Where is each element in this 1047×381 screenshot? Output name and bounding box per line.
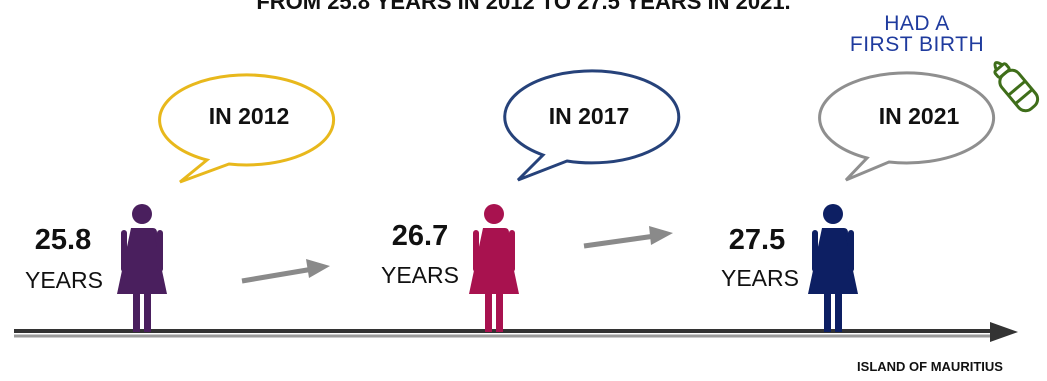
baby-bottle-icon <box>993 61 1040 113</box>
speech-bubble <box>503 69 681 182</box>
age-value: 26.7 <box>391 220 449 252</box>
bubble-label: IN 2017 <box>548 103 630 129</box>
progress-arrow <box>583 226 673 249</box>
country-label: ISLAND OF MAURITIUS <box>857 359 1003 374</box>
age-value: 25.8 <box>34 224 92 256</box>
woman-figure-icon <box>469 204 519 332</box>
annotation-line: FIRST BIRTH <box>849 33 985 56</box>
annotation-text: HAD A FIRST BIRTH <box>832 13 1002 55</box>
progress-arrow <box>241 259 330 284</box>
speech-bubble <box>818 71 996 182</box>
woman-figure-icon <box>808 204 858 332</box>
timeline-axis <box>14 322 1018 342</box>
bubble-label: IN 2012 <box>208 103 290 129</box>
woman-figure-icon <box>117 204 167 332</box>
age-unit: YEARS <box>381 262 459 288</box>
age-value: 27.5 <box>728 224 786 256</box>
headline: FROM 25.8 YEARS IN 2012 TO 27.5 YEARS IN… <box>256 0 791 14</box>
speech-bubble <box>158 73 336 184</box>
age-unit: YEARS <box>721 265 799 291</box>
age-unit: YEARS <box>25 267 103 293</box>
annotation-line: HAD A <box>884 12 950 35</box>
bubble-label: IN 2021 <box>878 103 960 129</box>
